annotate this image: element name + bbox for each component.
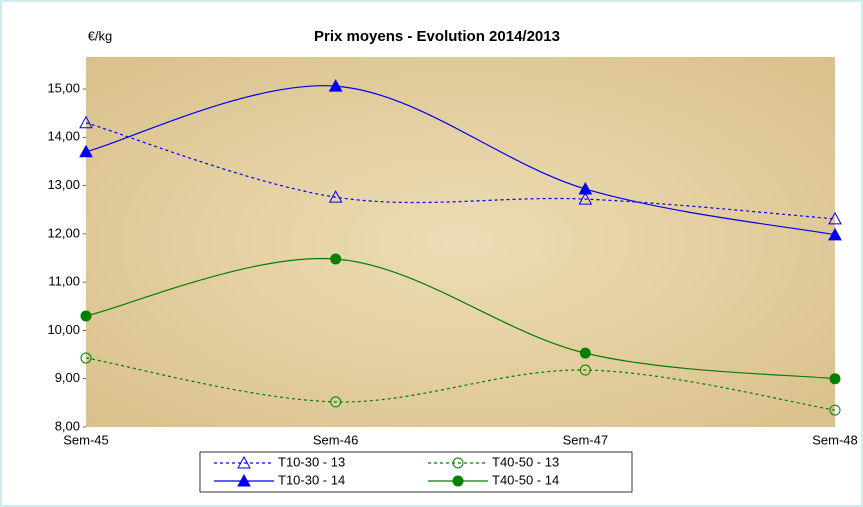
- x-tick-label: Sem-46: [313, 432, 359, 447]
- legend-marker: [452, 457, 464, 469]
- x-tick-label: Sem-45: [63, 432, 109, 447]
- x-tick-label: Sem-47: [563, 432, 609, 447]
- y-tick-label: 9,00: [55, 370, 80, 385]
- data-point: [79, 144, 93, 158]
- data-point: [579, 364, 591, 376]
- data-point: [80, 310, 92, 322]
- data-point: [328, 190, 343, 203]
- legend-label: T10-30 - 14: [278, 472, 345, 487]
- y-tick-label: 15,00: [47, 80, 80, 95]
- data-point: [328, 79, 343, 92]
- x-tick-label: Sem-48: [812, 432, 858, 447]
- legend-marker: [237, 455, 251, 469]
- series-line: [85, 357, 836, 411]
- legend-label: T10-30 - 13: [278, 454, 345, 469]
- y-tick-label: 8,00: [55, 418, 80, 433]
- data-point: [80, 352, 92, 364]
- data-point: [828, 211, 842, 225]
- data-point: [829, 373, 841, 385]
- data-point: [330, 253, 342, 265]
- y-tick-label: 10,00: [47, 322, 80, 337]
- data-point: [829, 404, 841, 416]
- data-point: [79, 115, 93, 129]
- y-tick-label: 11,00: [48, 274, 80, 289]
- legend-marker: [237, 473, 251, 487]
- plot-area: [86, 57, 835, 427]
- chart-title: Prix moyens - Evolution 2014/2013: [314, 28, 560, 45]
- y-tick-label: 12,00: [47, 225, 80, 240]
- legend-marker: [452, 475, 464, 487]
- data-point: [579, 347, 591, 359]
- data-point: [828, 227, 842, 241]
- data-point: [578, 181, 593, 195]
- y-tick-label: 14,00: [47, 129, 80, 144]
- series-line: [85, 85, 836, 236]
- y-tick-label: 13,00: [47, 177, 80, 192]
- series-line: [85, 257, 836, 380]
- series-line: [85, 122, 836, 220]
- legend-label: T40-50 - 13: [492, 454, 559, 469]
- legend-label: T40-50 - 14: [492, 472, 559, 487]
- data-point: [578, 192, 593, 205]
- legend: [199, 451, 633, 493]
- y-axis-label: €/kg: [88, 28, 113, 43]
- data-point: [330, 396, 342, 408]
